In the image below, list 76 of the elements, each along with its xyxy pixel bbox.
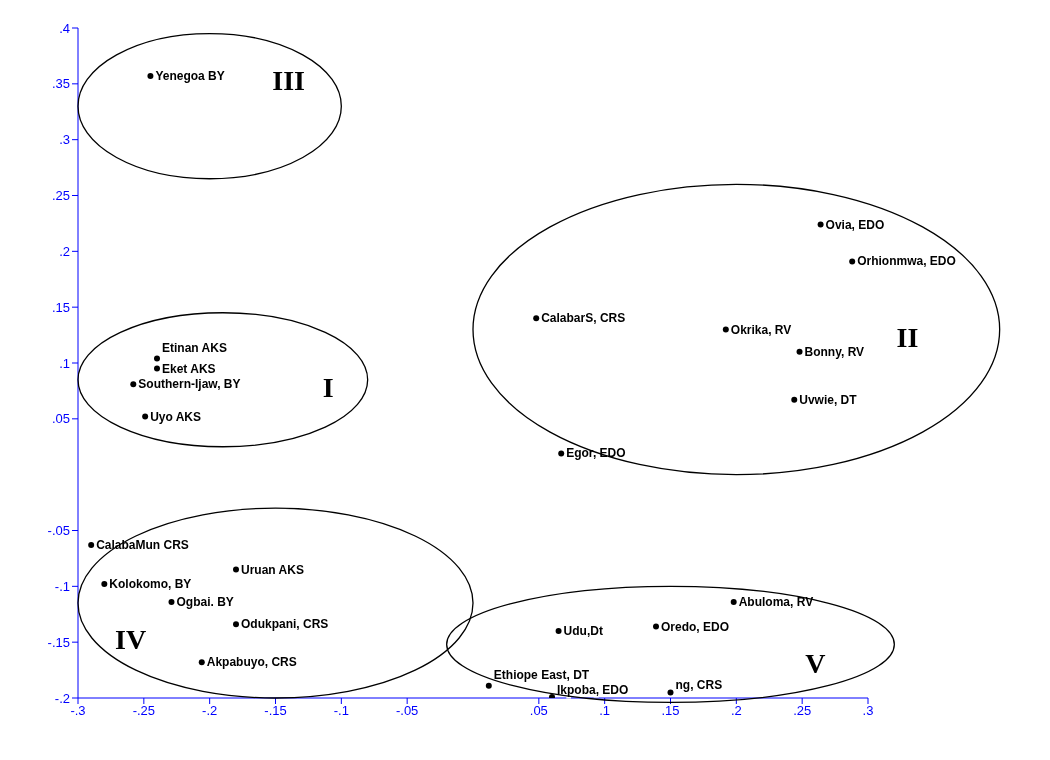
x-tick-label: -.2 bbox=[202, 703, 218, 719]
text: II bbox=[896, 322, 919, 354]
series-label: Uruan AKS bbox=[241, 562, 304, 577]
y-tick-label: .15 bbox=[51, 299, 70, 315]
series-label: Bonny, RV bbox=[804, 344, 865, 359]
series-label: Ovia, EDO bbox=[825, 217, 885, 232]
series-label: ng, CRS bbox=[675, 678, 723, 693]
y-tick-label: -.2 bbox=[54, 690, 70, 706]
y-tick-label: -.05 bbox=[47, 523, 70, 539]
point bbox=[233, 621, 239, 628]
x-tick-label: .05 bbox=[529, 703, 548, 719]
y-tick-label: .1 bbox=[59, 355, 70, 371]
series-label: Kolokomo, BY bbox=[109, 577, 192, 592]
point bbox=[142, 413, 149, 420]
series-label: Etinan AKS bbox=[162, 340, 227, 355]
point bbox=[198, 659, 205, 666]
x-tick-label: -.3 bbox=[70, 703, 86, 719]
y-tick-label: -.1 bbox=[54, 578, 70, 594]
point bbox=[101, 581, 108, 588]
series-label: Okrika, RV bbox=[730, 322, 792, 337]
x-tick-label: -.25 bbox=[132, 703, 156, 719]
series-label: Oredo, EDO bbox=[661, 619, 730, 634]
point bbox=[485, 682, 492, 689]
point bbox=[549, 693, 555, 698]
series-label: Uvwie, DT bbox=[799, 392, 858, 407]
y-tick-label: .4 bbox=[59, 20, 70, 36]
annotation: I bbox=[322, 372, 334, 404]
x-tick-label: .25 bbox=[793, 703, 812, 719]
point bbox=[88, 542, 95, 549]
y-tick-label: .2 bbox=[59, 243, 70, 259]
point bbox=[233, 566, 239, 573]
x-tick-label: -.05 bbox=[395, 703, 419, 719]
point bbox=[154, 355, 160, 362]
x-tick-label: .15 bbox=[661, 703, 680, 719]
series-label: Udu,Dt bbox=[563, 624, 603, 638]
series-label: Egor, EDO bbox=[566, 446, 626, 461]
annotation: IV bbox=[115, 623, 147, 655]
series-label: Yenegoa BY bbox=[155, 69, 225, 84]
y-tick-label: .25 bbox=[51, 188, 70, 204]
point bbox=[168, 598, 175, 605]
series-label: Southern-Ijaw, BY bbox=[138, 377, 241, 392]
annotation: V bbox=[805, 648, 826, 680]
point bbox=[653, 623, 660, 630]
series-label: Uyo AKS bbox=[150, 409, 202, 424]
point bbox=[796, 348, 803, 355]
y-tick-label: -.15 bbox=[47, 634, 70, 650]
series-label: Ogbai. BY bbox=[176, 594, 234, 609]
y-tick-label: .3 bbox=[59, 132, 70, 148]
point bbox=[722, 326, 729, 333]
x-tick-label: .3 bbox=[862, 703, 874, 719]
point bbox=[147, 73, 154, 80]
point bbox=[555, 628, 562, 634]
x-tick-label: .2 bbox=[730, 703, 742, 719]
x-tick-label: .1 bbox=[599, 703, 611, 719]
point bbox=[533, 315, 540, 322]
x-tick-label: -.15 bbox=[264, 703, 287, 719]
point bbox=[849, 258, 856, 265]
point bbox=[791, 396, 798, 403]
series-label: Abuloma, RV bbox=[738, 594, 814, 609]
series-label: Odukpani, CRS bbox=[241, 617, 329, 632]
point bbox=[817, 221, 824, 228]
series-label: CalabarS, CRS bbox=[541, 311, 626, 326]
point bbox=[154, 365, 160, 372]
y-tick-label: .35 bbox=[51, 76, 70, 92]
x-tick-label: -.1 bbox=[333, 703, 349, 719]
point bbox=[130, 381, 137, 388]
series-label: Ethiope East, DT bbox=[493, 667, 590, 682]
series-label: Ikpoba, EDO bbox=[557, 682, 629, 697]
series-label: Eket AKS bbox=[162, 361, 216, 376]
point bbox=[730, 598, 737, 605]
annotation: III bbox=[272, 65, 306, 97]
series-label: Akpabuyo, CRS bbox=[206, 655, 297, 670]
point bbox=[558, 450, 565, 457]
point bbox=[667, 689, 674, 696]
y-tick-label: .05 bbox=[51, 411, 70, 427]
series-label: Orhionmwa, EDO bbox=[857, 254, 956, 269]
